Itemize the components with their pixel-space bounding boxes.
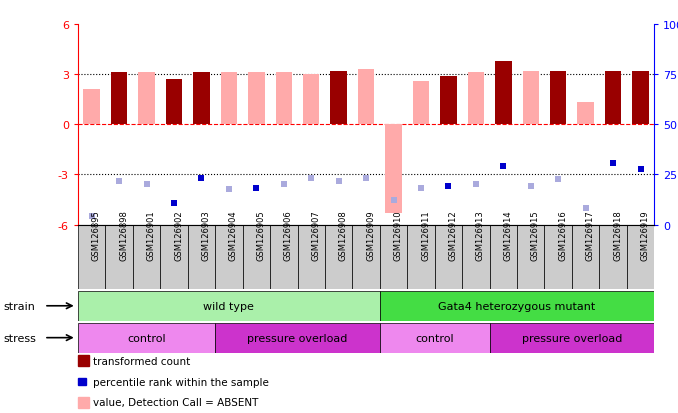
Bar (270, 225, 298, 289)
Bar (78, 225, 105, 289)
Text: pressure overload: pressure overload (522, 333, 622, 343)
Text: GSM126918: GSM126918 (613, 209, 622, 260)
Text: GSM126907: GSM126907 (311, 209, 320, 260)
Text: wild type: wild type (203, 301, 254, 311)
Text: GSM126898: GSM126898 (119, 209, 128, 260)
Bar (215, 323, 380, 353)
Bar (544, 225, 572, 289)
Bar (468, 73, 484, 125)
Bar (490, 323, 654, 353)
Bar (298, 225, 325, 289)
Bar (188, 225, 215, 289)
Text: percentile rank within the sample: percentile rank within the sample (93, 377, 268, 387)
Bar (330, 71, 347, 125)
Text: control: control (416, 333, 454, 343)
Text: GSM126906: GSM126906 (284, 209, 293, 260)
Text: GSM126902: GSM126902 (174, 209, 183, 260)
Bar (385, 125, 402, 214)
Text: GSM126909: GSM126909 (366, 209, 375, 260)
Text: Gata4 heterozygous mutant: Gata4 heterozygous mutant (439, 301, 596, 311)
Text: GSM126915: GSM126915 (531, 209, 540, 260)
Bar (303, 75, 319, 125)
Text: control: control (127, 333, 166, 343)
Bar (462, 225, 490, 289)
Bar (325, 225, 353, 289)
Bar (627, 225, 654, 289)
Bar (78, 291, 380, 321)
Bar (220, 73, 237, 125)
Text: strain: strain (3, 301, 35, 311)
Bar (160, 225, 188, 289)
Bar (435, 225, 462, 289)
Bar (358, 70, 374, 125)
Text: GSM126910: GSM126910 (393, 209, 403, 260)
Bar (550, 71, 566, 125)
Bar (193, 73, 210, 125)
Bar (215, 225, 243, 289)
Bar (440, 76, 457, 125)
Bar (517, 225, 544, 289)
Text: GSM126908: GSM126908 (339, 209, 348, 260)
Bar (380, 323, 490, 353)
Text: GSM126895: GSM126895 (92, 209, 101, 260)
Text: GSM126901: GSM126901 (146, 209, 155, 260)
Text: GSM126904: GSM126904 (229, 209, 238, 260)
Bar (138, 73, 155, 125)
Text: GSM126913: GSM126913 (476, 209, 485, 260)
Text: GSM126919: GSM126919 (641, 209, 650, 260)
Text: value, Detection Call = ABSENT: value, Detection Call = ABSENT (93, 397, 258, 407)
Text: GSM126916: GSM126916 (558, 209, 567, 260)
Bar (105, 225, 133, 289)
Bar (133, 225, 160, 289)
Bar (572, 225, 599, 289)
Bar (490, 225, 517, 289)
Bar (78, 323, 215, 353)
Bar (248, 73, 264, 125)
Text: GSM126905: GSM126905 (256, 209, 265, 260)
Text: GSM126917: GSM126917 (586, 209, 595, 260)
Text: GSM126914: GSM126914 (503, 209, 513, 260)
Text: stress: stress (3, 333, 36, 343)
Bar (633, 71, 649, 125)
Text: GSM126912: GSM126912 (448, 209, 458, 260)
Bar (495, 62, 512, 125)
Bar (599, 225, 627, 289)
Text: transformed count: transformed count (93, 356, 190, 366)
Bar (243, 225, 270, 289)
Bar (413, 81, 429, 125)
Bar (275, 73, 292, 125)
Text: GSM126911: GSM126911 (421, 209, 430, 260)
Bar (83, 90, 100, 125)
Bar (605, 71, 621, 125)
Bar (353, 225, 380, 289)
Bar (523, 71, 539, 125)
Bar (407, 225, 435, 289)
Bar (380, 225, 407, 289)
Bar (578, 103, 594, 125)
Bar (166, 80, 182, 125)
Text: pressure overload: pressure overload (247, 333, 348, 343)
Text: GSM126903: GSM126903 (201, 209, 210, 260)
Bar (380, 291, 654, 321)
Bar (111, 73, 127, 125)
